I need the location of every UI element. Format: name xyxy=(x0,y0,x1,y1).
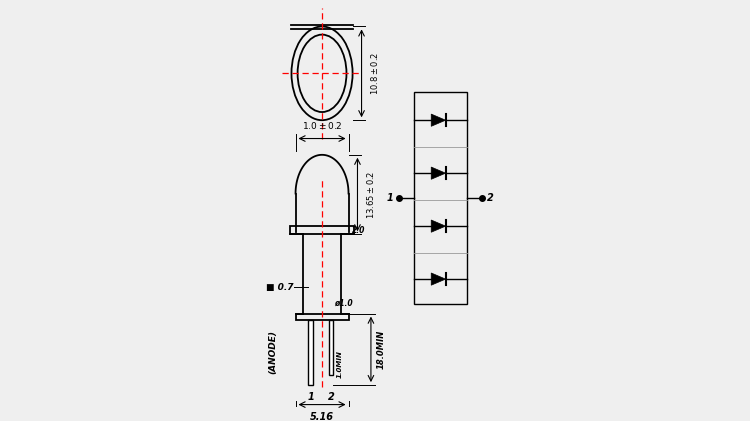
Text: 5.16: 5.16 xyxy=(310,412,334,421)
Polygon shape xyxy=(431,220,445,232)
Text: 1: 1 xyxy=(387,192,394,203)
Text: 18.0MIN: 18.0MIN xyxy=(377,330,386,369)
Text: $13.65\pm0.2$: $13.65\pm0.2$ xyxy=(364,171,376,218)
Bar xyxy=(296,314,349,320)
Polygon shape xyxy=(431,167,445,179)
Bar xyxy=(290,226,354,234)
Text: $10.8\pm0.2$: $10.8\pm0.2$ xyxy=(369,52,380,95)
Bar xyxy=(308,320,314,385)
Polygon shape xyxy=(431,114,445,126)
Bar xyxy=(414,92,466,304)
Text: 2.0: 2.0 xyxy=(352,226,365,234)
Text: ø1.0: ø1.0 xyxy=(334,298,353,308)
Text: $1.0\pm0.2$: $1.0\pm0.2$ xyxy=(302,120,342,131)
Text: 1: 1 xyxy=(308,392,314,402)
Text: 1.0MIN: 1.0MIN xyxy=(337,350,343,378)
Bar xyxy=(329,320,333,375)
Text: 2: 2 xyxy=(328,392,334,402)
Polygon shape xyxy=(431,273,445,285)
Text: 2: 2 xyxy=(487,192,494,203)
Text: (ANODE): (ANODE) xyxy=(268,330,278,374)
Text: ■ 0.7: ■ 0.7 xyxy=(266,283,293,292)
